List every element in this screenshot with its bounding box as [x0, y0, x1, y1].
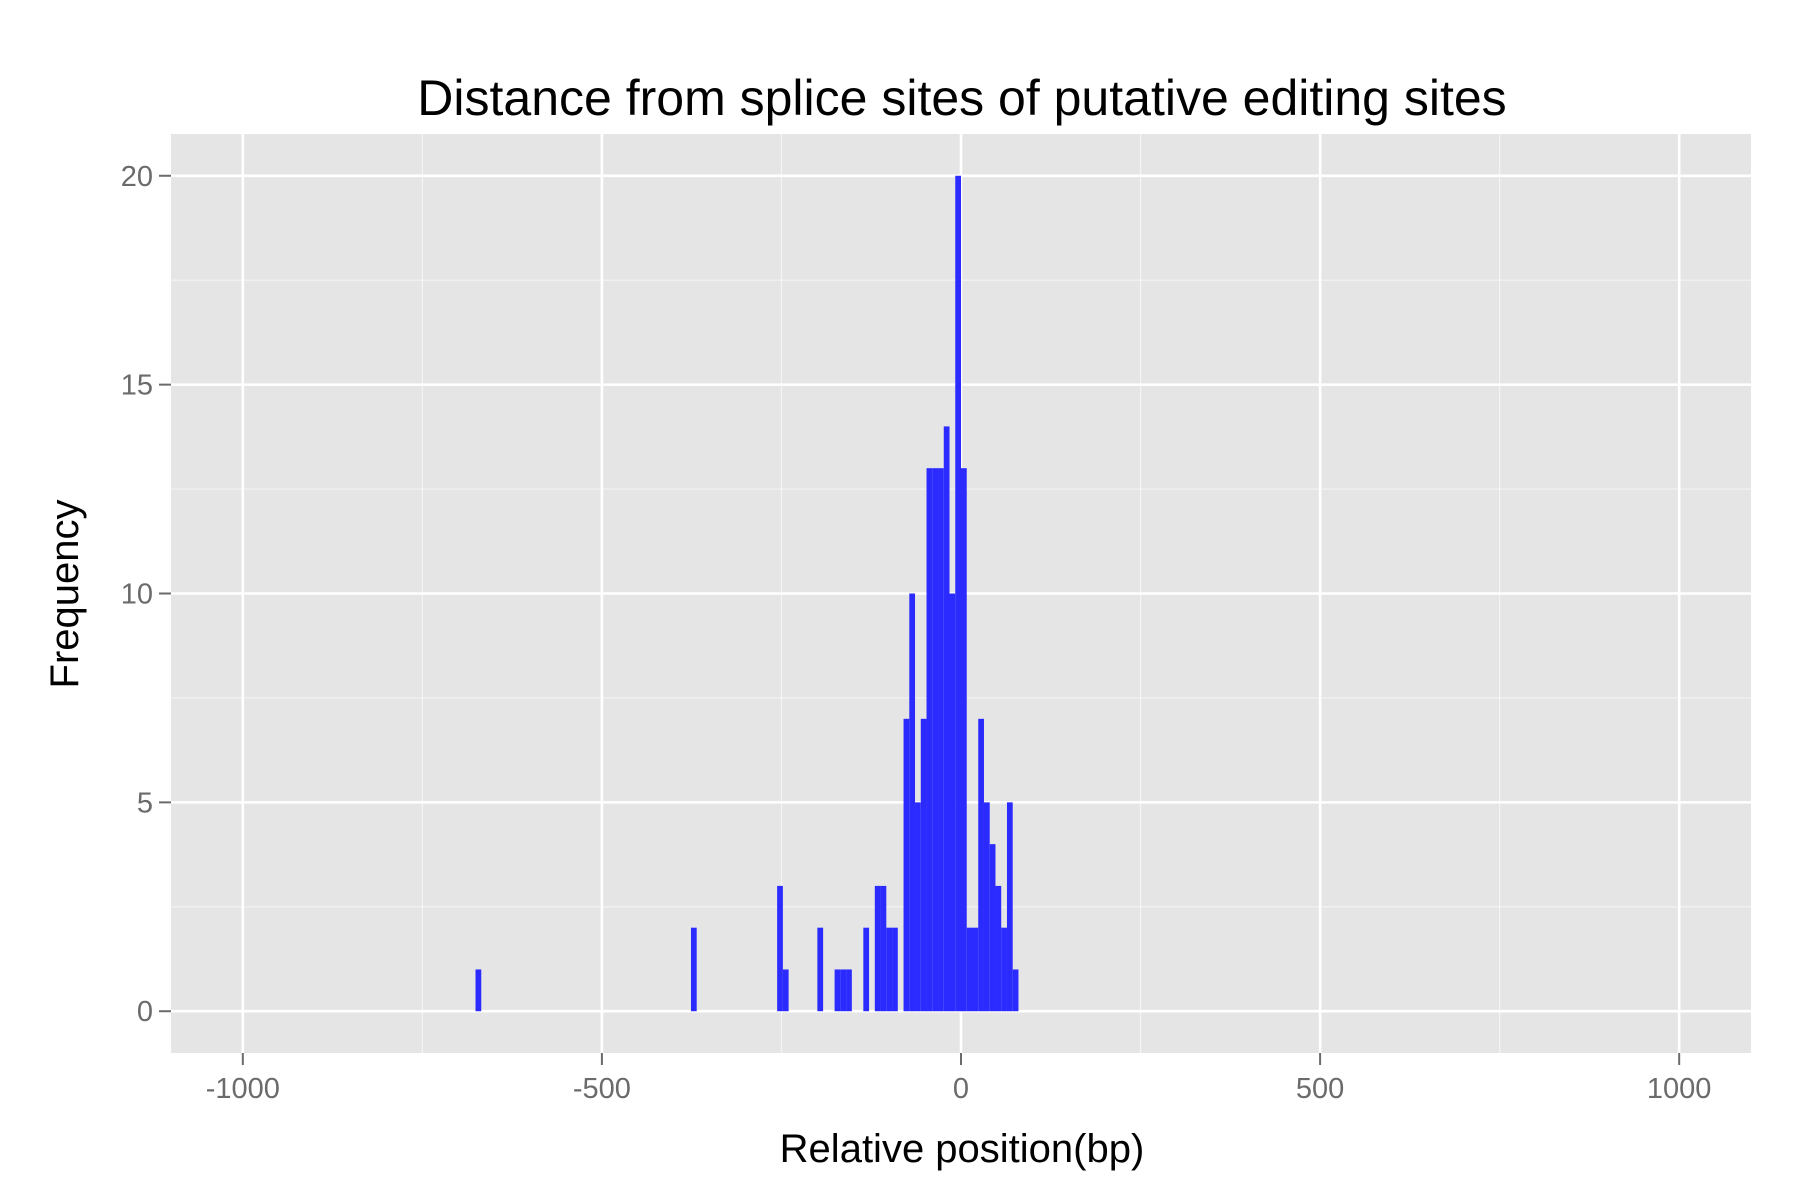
histogram-bar [972, 927, 979, 1012]
histogram-bar [943, 426, 950, 1012]
histogram-bar [892, 927, 898, 1012]
x-tick-label: -1000 [206, 1073, 280, 1105]
histogram-bar [903, 718, 910, 1012]
histogram-bar [863, 927, 870, 1012]
y-tick-label: 15 [121, 370, 153, 402]
y-tick-label: 10 [121, 579, 153, 611]
x-tick-label: 1000 [1647, 1073, 1712, 1105]
histogram-bar [475, 969, 482, 1012]
histogram-bar [920, 718, 927, 1012]
y-tick-label: 5 [137, 787, 153, 819]
y-axis-ticks: 0 5 10 15 20 [121, 161, 171, 1028]
histogram-bar [880, 885, 887, 1012]
histogram-bar [949, 593, 956, 1012]
histogram-bar [989, 844, 996, 1012]
histogram-bar [938, 468, 944, 1012]
histogram-bar [1012, 969, 1019, 1012]
x-tick-label: -500 [573, 1073, 631, 1105]
x-axis-title: Relative position(bp) [780, 1127, 1145, 1171]
histogram-bar [932, 468, 939, 1012]
histogram-bar [915, 802, 921, 1012]
histogram-bar [777, 885, 783, 1012]
histogram-bar [886, 927, 893, 1012]
histogram-bar [978, 718, 984, 1012]
histogram-bar [834, 969, 841, 1012]
x-tick-label: 500 [1296, 1073, 1344, 1105]
histogram-bar [782, 969, 789, 1012]
x-tick-label: 0 [953, 1073, 969, 1105]
histogram-bar [961, 468, 967, 1012]
histogram-bar [840, 969, 847, 1012]
histogram-bar [955, 175, 961, 1012]
histogram-bars [475, 175, 1019, 1012]
histogram-bar [926, 468, 933, 1012]
histogram-bar [983, 802, 990, 1012]
chart-title: Distance from splice sites of putative e… [417, 70, 1506, 126]
histogram-bar [995, 885, 1002, 1012]
y-axis-title: Frequency [43, 500, 87, 689]
histogram-bar [1006, 802, 1013, 1012]
y-tick-label: 20 [121, 161, 153, 193]
histogram-bar [909, 593, 916, 1012]
histogram-bar [1001, 927, 1007, 1012]
histogram-bar [817, 927, 824, 1012]
histogram-bar [690, 927, 697, 1012]
histogram-bar [874, 885, 881, 1012]
x-axis-ticks: -1000 -500 0 500 1000 [206, 1053, 1712, 1105]
histogram-bar [966, 927, 973, 1012]
histogram-bar [846, 969, 852, 1012]
y-tick-label: 0 [137, 996, 153, 1028]
